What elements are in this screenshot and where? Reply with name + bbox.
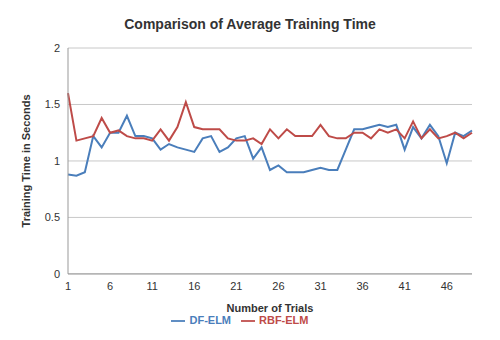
svg-text:Number of Trials: Number of Trials xyxy=(227,302,314,314)
svg-text:1: 1 xyxy=(54,155,60,167)
svg-text:46: 46 xyxy=(441,280,453,292)
svg-text:26: 26 xyxy=(272,280,284,292)
svg-text:41: 41 xyxy=(399,280,411,292)
svg-text:0: 0 xyxy=(54,268,60,280)
html-text:RBF-ELM: RBF-ELM xyxy=(259,313,309,326)
svg-text:1: 1 xyxy=(65,280,71,292)
svg-text:21: 21 xyxy=(230,280,242,292)
html-text:DF-ELM: DF-ELM xyxy=(189,313,231,326)
svg-text:31: 31 xyxy=(314,280,326,292)
svg-text:1.5: 1.5 xyxy=(45,98,60,110)
html-text:Comparison of Average Training: Comparison of Average Training Time xyxy=(124,16,376,32)
svg-text:0.5: 0.5 xyxy=(45,211,60,223)
svg-text:Training Time in Seconds: Training Time in Seconds xyxy=(20,94,32,227)
svg-text:11: 11 xyxy=(146,280,157,292)
svg-text:36: 36 xyxy=(356,280,368,292)
svg-text:16: 16 xyxy=(188,280,200,292)
svg-text:2: 2 xyxy=(54,42,60,54)
svg-text:6: 6 xyxy=(107,280,113,292)
